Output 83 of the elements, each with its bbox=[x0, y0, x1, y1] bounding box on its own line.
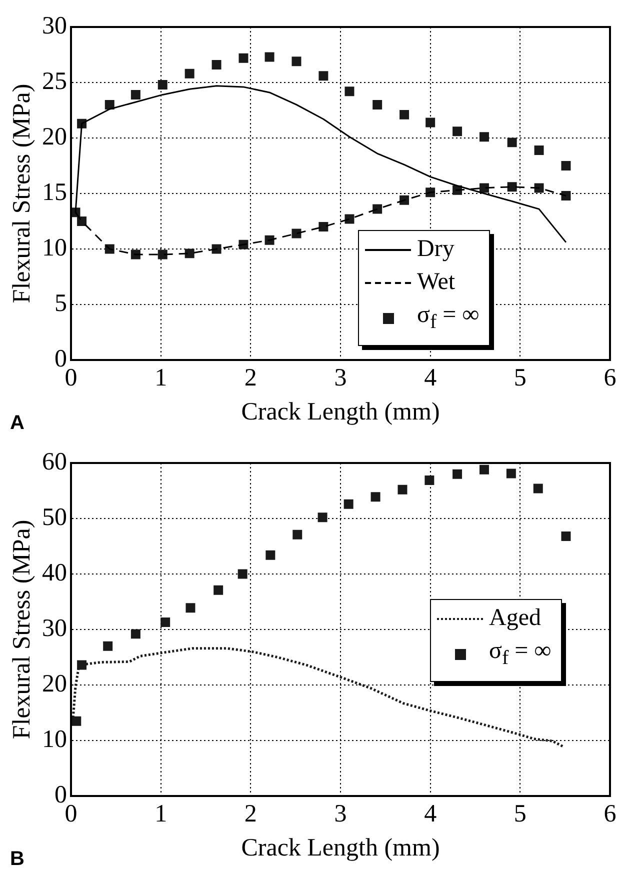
point bbox=[424, 475, 434, 485]
x-tick-label: 6 bbox=[604, 800, 616, 828]
y-tick-label: 40 bbox=[42, 560, 67, 587]
legend-label: σ$_{f}$ = ∞ bbox=[489, 637, 552, 671]
x-tick-label: 6 bbox=[604, 364, 616, 392]
x-tick-label: 1 bbox=[154, 800, 168, 828]
point bbox=[370, 492, 380, 502]
point bbox=[507, 182, 517, 192]
point bbox=[344, 499, 354, 509]
point bbox=[184, 68, 194, 78]
y-tick-label: 60 bbox=[42, 448, 67, 476]
point bbox=[344, 86, 354, 96]
y-tick-label: 5 bbox=[54, 290, 67, 318]
y-tick-label: 15 bbox=[42, 179, 67, 206]
x-axis-title: Crack Length (mm) bbox=[241, 398, 440, 426]
text: B bbox=[10, 848, 24, 871]
y-tick-label: 50 bbox=[42, 504, 67, 532]
point bbox=[184, 248, 194, 258]
legend-label: Wet bbox=[417, 268, 456, 297]
point bbox=[561, 532, 571, 542]
point bbox=[452, 469, 462, 479]
y-tick-label: 10 bbox=[42, 234, 67, 262]
point bbox=[130, 90, 140, 100]
point bbox=[104, 100, 114, 110]
point bbox=[292, 530, 302, 540]
x-tick-label: 3 bbox=[334, 800, 347, 828]
text: A bbox=[10, 412, 24, 435]
point bbox=[400, 110, 410, 120]
point bbox=[130, 629, 140, 639]
y-tick-label: 30 bbox=[42, 12, 67, 40]
point bbox=[292, 228, 302, 238]
x-axis-title: Crack Length (mm) bbox=[241, 834, 440, 862]
point bbox=[534, 145, 544, 155]
point bbox=[452, 126, 462, 136]
y-tick-label: 0 bbox=[54, 782, 67, 809]
point bbox=[214, 585, 224, 595]
x-tick-label: 5 bbox=[514, 800, 526, 828]
point bbox=[318, 71, 328, 81]
point bbox=[186, 603, 196, 613]
point bbox=[534, 183, 544, 193]
point bbox=[212, 60, 222, 70]
point bbox=[160, 618, 170, 628]
line-series bbox=[72, 647, 565, 748]
legend-label: Dry bbox=[417, 235, 454, 264]
y-tick-label: 20 bbox=[42, 670, 67, 698]
x-tick-label: 3 bbox=[334, 364, 347, 392]
y-tick-label: 20 bbox=[42, 124, 67, 151]
legend-label: σ$_{f}$ = ∞ bbox=[417, 301, 480, 335]
point bbox=[372, 204, 382, 214]
point bbox=[372, 100, 382, 110]
point bbox=[158, 80, 168, 90]
y-tick-label: 10 bbox=[42, 726, 67, 754]
point bbox=[507, 138, 517, 148]
point bbox=[533, 484, 543, 494]
x-tick-label: 4 bbox=[424, 800, 438, 828]
y-tick-label: 0 bbox=[54, 346, 67, 373]
point bbox=[426, 118, 436, 128]
point bbox=[561, 161, 571, 170]
y-tick-label: 25 bbox=[42, 68, 67, 96]
x-tick-label: 2 bbox=[244, 364, 257, 392]
y-axis-title: Flexural Stress (MPa) bbox=[8, 520, 36, 740]
point bbox=[238, 53, 248, 63]
point bbox=[398, 484, 408, 494]
legend-label: Aged bbox=[489, 604, 541, 633]
x-tick-label: 1 bbox=[154, 364, 168, 392]
point bbox=[479, 132, 489, 142]
point bbox=[264, 52, 274, 62]
point bbox=[344, 214, 354, 224]
point bbox=[238, 569, 248, 579]
x-tick-label: 2 bbox=[244, 800, 257, 828]
x-tick-label: 5 bbox=[514, 364, 526, 392]
point bbox=[318, 512, 328, 522]
y-tick-label: 30 bbox=[42, 615, 67, 642]
point bbox=[292, 56, 302, 66]
point bbox=[506, 468, 516, 478]
point bbox=[158, 250, 168, 260]
point bbox=[479, 183, 489, 193]
y-axis-title: Flexural Stress (MPa) bbox=[8, 84, 36, 304]
point bbox=[266, 550, 276, 560]
x-tick-label: 4 bbox=[424, 364, 438, 392]
point bbox=[318, 222, 328, 232]
point bbox=[103, 641, 113, 651]
point bbox=[479, 464, 489, 474]
